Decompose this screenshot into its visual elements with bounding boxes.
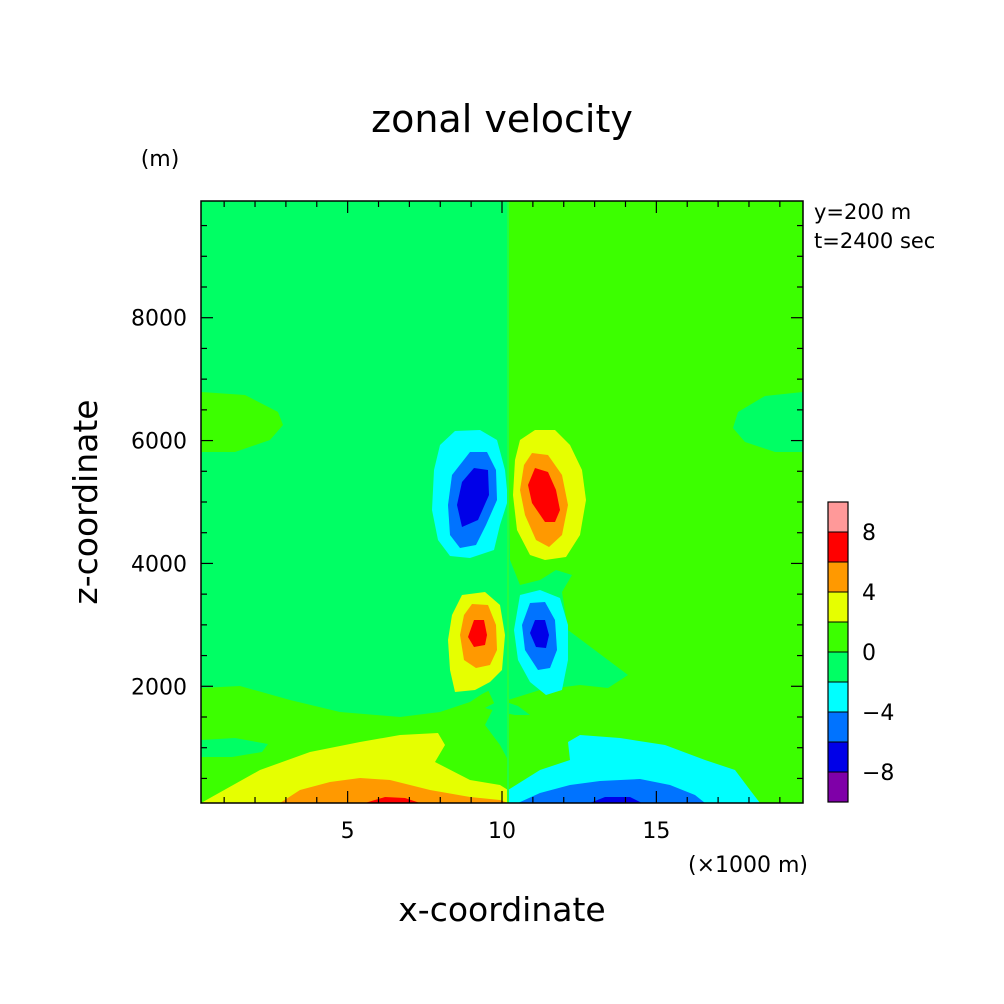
darkblue-upper-lobe [457,468,489,527]
y-tick-label: 8000 [131,307,187,332]
red-upper-lobe [528,468,560,522]
y-tick-label: 2000 [131,675,187,700]
colorbar-label: 8 [862,521,876,546]
colorbar-swatch [828,772,848,802]
annotation-y: y=200 m [814,200,911,224]
colorbar: 8 4 0 −4 −8 [827,501,894,803]
y-tick-label: 4000 [131,552,187,577]
neutral-sliver-left [201,738,268,757]
x-unit-label: (×1000 m) [688,853,808,878]
darkblue-lower-lobe [530,620,549,648]
colorbar-swatch [828,532,848,562]
darkblue-surface-band [590,797,642,803]
x-tick-label: 10 [488,819,516,844]
y-tick-label: 6000 [131,430,187,455]
colorbar-swatch [828,682,848,712]
x-tick-label: 5 [341,819,355,844]
colorbar-swatch [828,712,848,742]
chart-title: zonal velocity [371,97,633,141]
red-lower-lobe [468,620,487,647]
x-axis-label: x-coordinate [398,890,605,929]
colorbar-label: −8 [862,761,894,786]
colorbar-swatch [828,562,848,592]
colorbar-swatch [828,592,848,622]
yellow-surface-band [201,733,508,803]
colorbar-label: −4 [862,701,894,726]
colorbar-swatch [828,622,848,652]
colorbar-frame [827,501,849,803]
colorbar-label: 0 [862,641,876,666]
y-axis-ticks: 2000 4000 6000 8000 [131,224,803,780]
neutral-sliver-right [745,738,803,757]
positive-bulge-right-edge [733,392,803,452]
y-axis-label: z-coordinate [66,399,105,604]
positive-region-right [508,201,803,803]
blue-surface-band [518,779,705,803]
colorbar-swatch [828,742,848,772]
x-axis-ticks: 5 10 15 [223,201,781,844]
colorbar-swatch [828,502,848,532]
annotation-t: t=2400 sec [814,229,935,253]
orange-surface-band [280,778,508,803]
positive-bulge-left [201,392,283,452]
colorbar-label: 4 [862,581,876,606]
contour-field [201,201,803,803]
x-tick-label: 15 [642,819,670,844]
y-unit-label: (m) [141,147,180,172]
colorbar-swatch [828,652,848,682]
